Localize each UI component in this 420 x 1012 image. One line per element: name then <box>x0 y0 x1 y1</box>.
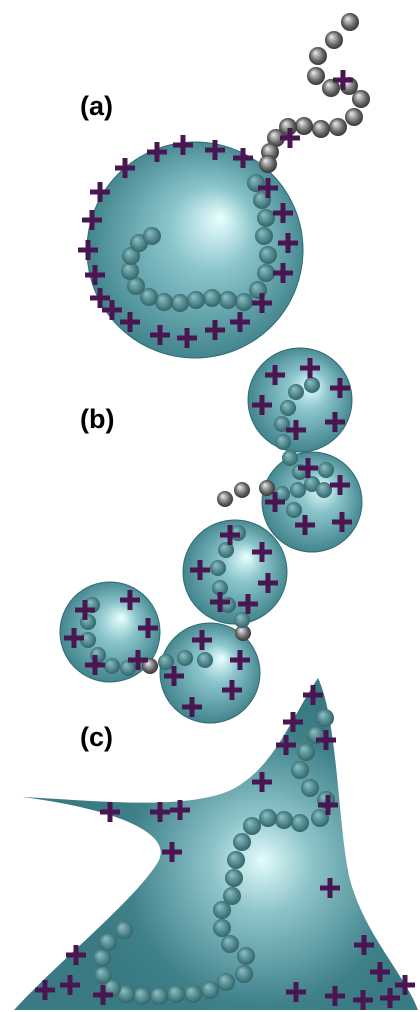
bead <box>325 31 343 49</box>
bead <box>210 560 226 576</box>
bead <box>295 117 313 135</box>
page: (a) (b) (c) (() => { const data = JSON.p… <box>0 0 420 1012</box>
bead <box>133 987 151 1005</box>
bead <box>235 965 253 983</box>
bead <box>345 108 363 126</box>
bead <box>203 289 221 307</box>
bead <box>234 612 250 628</box>
bead <box>291 761 309 779</box>
bead <box>94 966 112 984</box>
bead <box>275 811 293 829</box>
bead <box>234 482 250 498</box>
bead <box>316 482 332 498</box>
bead <box>291 814 309 832</box>
bead <box>213 901 231 919</box>
bead <box>177 650 193 666</box>
bead <box>259 155 277 173</box>
bead <box>233 833 251 851</box>
bead <box>235 293 253 311</box>
bead <box>217 491 233 507</box>
bead <box>307 67 325 85</box>
figure: (a) (b) (c) <box>0 0 420 1012</box>
bead <box>213 919 231 937</box>
bead <box>93 949 111 967</box>
bead <box>259 809 277 827</box>
bead <box>316 709 334 727</box>
bead <box>171 294 189 312</box>
shapes <box>14 142 418 1010</box>
bead <box>352 90 370 108</box>
bead <box>304 377 320 393</box>
bead <box>259 246 277 264</box>
bead <box>225 869 243 887</box>
bead <box>309 47 327 65</box>
bead <box>297 743 315 761</box>
bead <box>329 118 347 136</box>
bead <box>243 817 261 835</box>
bead <box>99 933 117 951</box>
panel-label: (c) <box>80 722 113 752</box>
bead <box>275 434 291 450</box>
bead <box>167 985 185 1003</box>
bead <box>227 851 245 869</box>
panel-label: (b) <box>80 404 114 434</box>
bead <box>257 264 275 282</box>
bead <box>143 227 161 245</box>
bead <box>286 502 302 518</box>
bead <box>115 921 133 939</box>
bead <box>301 779 319 797</box>
bead <box>237 947 255 965</box>
bead <box>221 935 239 953</box>
bead <box>219 291 237 309</box>
bead <box>282 450 298 466</box>
bead <box>90 647 106 663</box>
bead <box>312 120 330 138</box>
bead <box>184 985 202 1003</box>
panel-label: (a) <box>80 91 113 121</box>
bead <box>280 400 296 416</box>
bead <box>288 384 304 400</box>
bead <box>341 13 359 31</box>
bead <box>290 482 306 498</box>
bead <box>104 658 120 674</box>
bead <box>318 462 334 478</box>
bead <box>255 227 273 245</box>
bead <box>197 652 213 668</box>
bead <box>201 981 219 999</box>
bead <box>217 973 235 991</box>
bead <box>80 614 96 630</box>
bead <box>257 209 275 227</box>
bead <box>150 987 168 1005</box>
bead <box>187 291 205 309</box>
